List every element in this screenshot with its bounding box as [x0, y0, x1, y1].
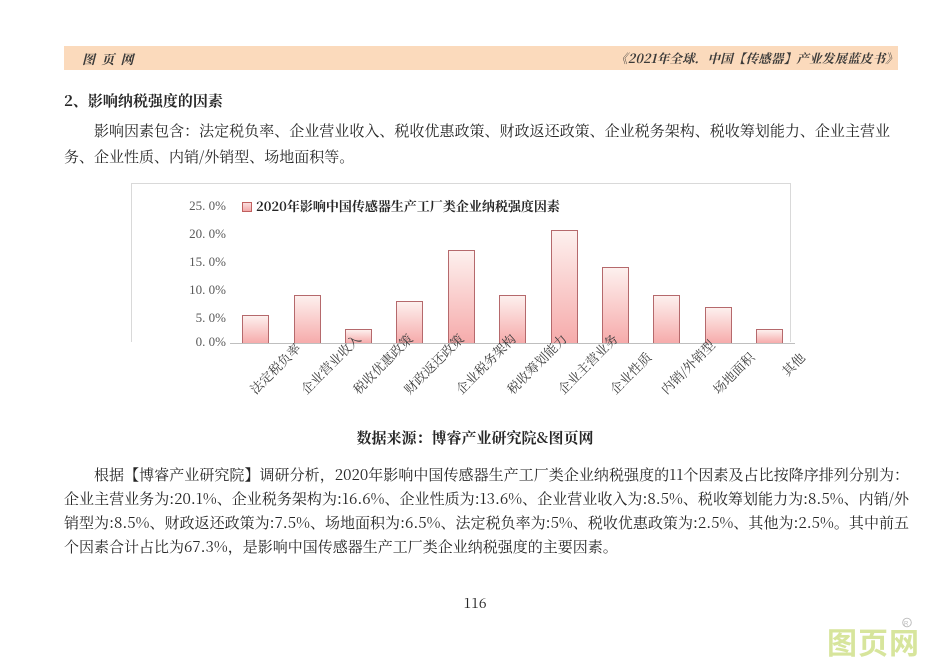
svg-text:R: R: [904, 621, 909, 627]
